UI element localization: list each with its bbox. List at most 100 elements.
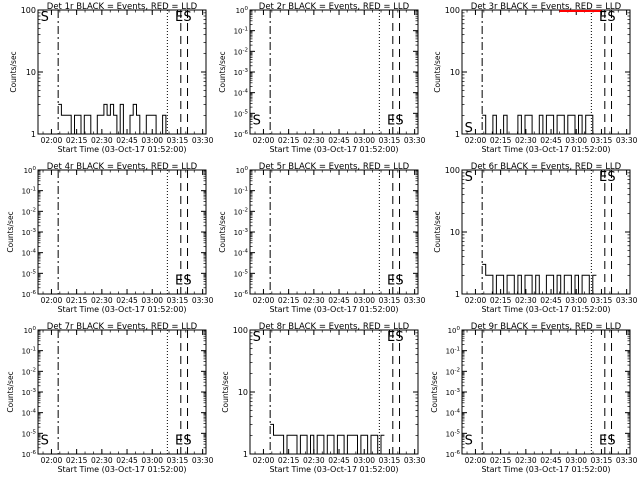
x-tick-label: 03:00 bbox=[565, 296, 587, 305]
segment-letter: S bbox=[465, 170, 473, 185]
y-axis-label: Counts/sec bbox=[433, 51, 442, 92]
x-tick-label: 02:00 bbox=[465, 456, 487, 465]
x-tick-label: 02:30 bbox=[515, 136, 537, 145]
y-tick-label: 10-1 bbox=[234, 27, 248, 36]
y-tick-label: 1 bbox=[455, 130, 460, 139]
x-tick-label: 03:15 bbox=[379, 296, 401, 305]
y-tick-label: 10 bbox=[238, 388, 248, 397]
y-tick-label: 10-4 bbox=[22, 249, 37, 258]
segment-letter: E bbox=[387, 274, 395, 289]
x-tick-label: 02:30 bbox=[91, 296, 113, 305]
panel-title: Det 5r BLACK = Events, RED = LLD bbox=[259, 162, 410, 172]
x-tick-label: 02:00 bbox=[465, 136, 487, 145]
panel-title: Det 1r BLACK = Events, RED = LLD bbox=[47, 2, 198, 12]
x-axis-label: Start Time (03-Oct-17 01:52:00) bbox=[269, 305, 398, 314]
segment-letter: S bbox=[607, 434, 615, 449]
panel-title: Det 9r BLACK = Events, RED = LLD bbox=[471, 322, 622, 332]
y-tick-label: 10-3 bbox=[234, 228, 249, 237]
x-axis-label: Start Time (03-Oct-17 01:52:00) bbox=[269, 465, 398, 474]
x-tick-label: 03:15 bbox=[379, 456, 401, 465]
x-tick-label: 02:00 bbox=[253, 296, 275, 305]
y-tick-label: 10-6 bbox=[234, 130, 249, 139]
panel-1: Det 1r BLACK = Events, RED = LLD 100 10 1 02… bbox=[9, 2, 214, 154]
x-tick-label: 02:45 bbox=[540, 136, 562, 145]
x-tick-label: 02:15 bbox=[490, 456, 512, 465]
x-tick-label: 02:30 bbox=[303, 456, 325, 465]
x-axis-label: Start Time (03-Oct-17 01:52:00) bbox=[481, 145, 610, 154]
x-tick-label: 02:00 bbox=[253, 136, 275, 145]
y-tick-label: 10-1 bbox=[22, 347, 36, 356]
x-tick-label: 03:15 bbox=[167, 456, 189, 465]
segment-letter: E bbox=[599, 10, 607, 25]
y-tick-label: 10-1 bbox=[22, 187, 36, 196]
x-axis-label: Start Time (03-Oct-17 01:52:00) bbox=[481, 465, 610, 474]
x-tick-label: 02:15 bbox=[66, 456, 88, 465]
panel-2: Det 2r BLACK = Events, RED = LLD 100 10-1 1… bbox=[218, 2, 426, 154]
events-series bbox=[58, 103, 173, 135]
x-tick-label: 02:30 bbox=[303, 136, 325, 145]
x-axis-label: Start Time (03-Oct-17 01:52:00) bbox=[269, 145, 398, 154]
x-tick-label: 03:30 bbox=[616, 296, 638, 305]
x-tick-label: 02:15 bbox=[66, 296, 88, 305]
x-tick-label: 03:00 bbox=[353, 296, 375, 305]
y-tick-label: 10-1 bbox=[446, 347, 460, 356]
x-tick-label: 02:30 bbox=[303, 296, 325, 305]
x-tick-label: 02:45 bbox=[328, 136, 350, 145]
segment-letter: E bbox=[175, 10, 183, 25]
segment-letter: S bbox=[465, 121, 473, 136]
x-tick-label: 03:30 bbox=[192, 296, 214, 305]
x-tick-label: 02:30 bbox=[515, 296, 537, 305]
x-tick-label: 02:15 bbox=[490, 136, 512, 145]
y-tick-label: 10-3 bbox=[446, 388, 461, 397]
segment-letter: E bbox=[387, 114, 395, 129]
x-tick-label: 02:00 bbox=[41, 136, 63, 145]
x-tick-label: 03:15 bbox=[591, 456, 613, 465]
x-tick-label: 03:30 bbox=[404, 296, 426, 305]
y-axis-label: Counts/sec bbox=[221, 371, 230, 412]
x-tick-label: 03:30 bbox=[616, 456, 638, 465]
y-tick-label: 100 bbox=[445, 6, 460, 15]
y-tick-label: 100 bbox=[24, 166, 37, 175]
y-tick-label: 10-4 bbox=[234, 89, 249, 98]
events-series bbox=[482, 114, 597, 135]
y-tick-label: 1 bbox=[243, 450, 248, 459]
x-tick-label: 03:00 bbox=[141, 136, 163, 145]
x-tick-label: 02:45 bbox=[540, 296, 562, 305]
segment-letter: S bbox=[607, 10, 615, 25]
y-tick-label: 10-5 bbox=[22, 269, 37, 278]
x-tick-label: 03:00 bbox=[353, 456, 375, 465]
panel-title: Det 4r BLACK = Events, RED = LLD bbox=[47, 162, 198, 172]
y-tick-label: 10-2 bbox=[234, 207, 248, 216]
y-tick-label: 10-2 bbox=[22, 367, 36, 376]
x-tick-label: 03:30 bbox=[404, 456, 426, 465]
x-tick-label: 03:00 bbox=[565, 456, 587, 465]
y-axis-label: Counts/sec bbox=[218, 211, 227, 252]
y-axis-label: Counts/sec bbox=[6, 211, 15, 252]
x-tick-label: 03:30 bbox=[616, 136, 638, 145]
segment-letter: E bbox=[175, 434, 183, 449]
y-tick-label: 1 bbox=[455, 290, 460, 299]
y-tick-label: 10-4 bbox=[234, 249, 249, 258]
segment-letter: S bbox=[395, 114, 403, 129]
x-tick-label: 03:15 bbox=[167, 136, 189, 145]
segment-letter: S bbox=[183, 434, 191, 449]
segment-letter: S bbox=[41, 10, 49, 25]
segment-letter: S bbox=[183, 10, 191, 25]
x-tick-label: 02:00 bbox=[465, 296, 487, 305]
y-tick-label: 10-4 bbox=[446, 409, 461, 418]
segment-letter: S bbox=[607, 170, 615, 185]
y-tick-label: 10-3 bbox=[22, 388, 37, 397]
panel-6: Det 6r BLACK = Events, RED = LLD 100 10 1 02… bbox=[433, 162, 638, 314]
x-tick-label: 03:30 bbox=[192, 456, 214, 465]
panel-title: Det 3r BLACK = Events, RED = LLD bbox=[471, 2, 622, 12]
segment-letter: S bbox=[253, 330, 261, 345]
panel-7: Det 7r BLACK = Events, RED = LLD 100 10-1 1… bbox=[6, 322, 214, 474]
x-tick-label: 02:45 bbox=[328, 296, 350, 305]
y-tick-label: 10-6 bbox=[22, 290, 37, 299]
x-axis-label: Start Time (03-Oct-17 01:52:00) bbox=[57, 145, 186, 154]
y-axis-label: Counts/sec bbox=[6, 371, 15, 412]
x-tick-label: 03:15 bbox=[167, 296, 189, 305]
y-tick-label: 10-5 bbox=[234, 109, 249, 118]
y-tick-label: 10-4 bbox=[22, 409, 37, 418]
